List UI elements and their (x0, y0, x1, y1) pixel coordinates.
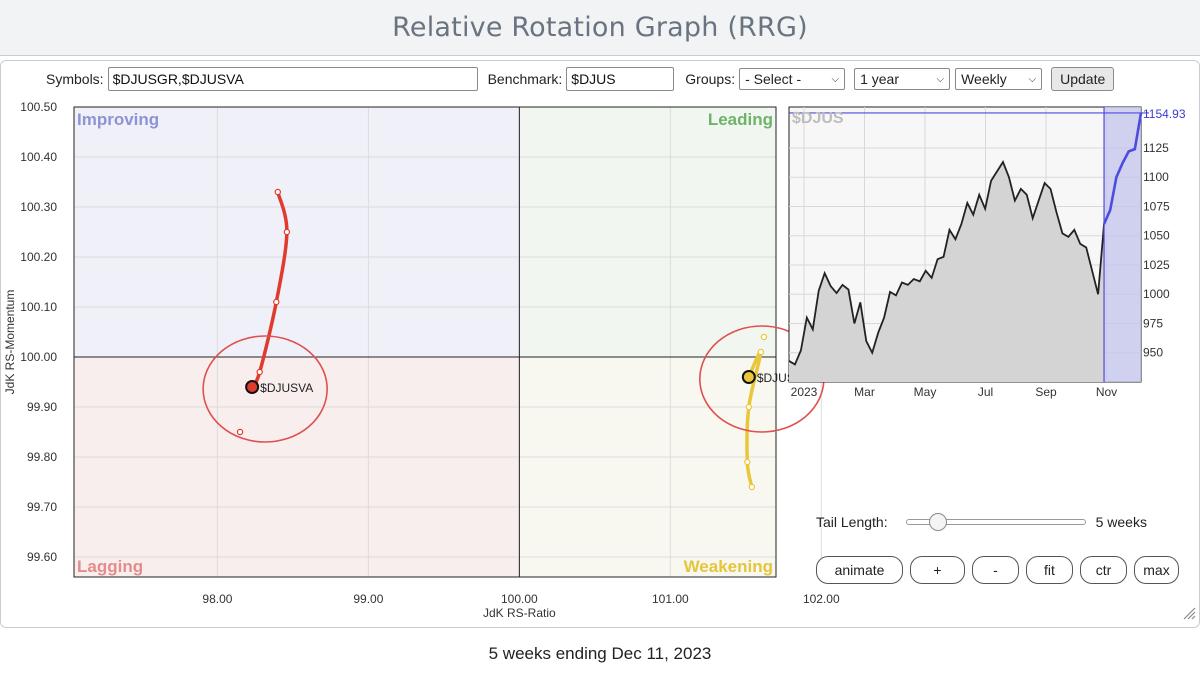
rrg-y-ticks: 100.50 100.40 100.30 100.20 100.10 100.00 99.9… (20, 100, 57, 564)
y-tick-label: 950 (1143, 346, 1163, 360)
tail-point (236, 428, 244, 436)
tail-point (273, 298, 280, 306)
x-tick-label: 98.00 (202, 592, 232, 606)
toolbar: Symbols: Benchmark: Groups: - Select - ⌵… (46, 67, 1115, 91)
y-tick-label: 975 (1143, 316, 1163, 330)
benchmark-title: $DJUS (792, 110, 844, 127)
x-tick-label: Nov (1096, 385, 1117, 399)
benchmark-y-ticks: 1125 1100 1075 1050 1025 1000 975 950 (1143, 141, 1170, 360)
y-tick-label: 100.30 (20, 200, 57, 214)
rrg-grid (74, 106, 822, 577)
benchmark-recent-line (1102, 112, 1143, 225)
groups-label: Groups: (685, 71, 736, 87)
animate-button[interactable]: animate (816, 556, 903, 584)
quadrant-lagging (74, 357, 520, 577)
tail-point (744, 458, 751, 466)
frequency-select-value: Weekly (961, 71, 1007, 87)
highlight-ring (202, 335, 328, 443)
quadrant-label-lagging: Lagging (77, 557, 143, 576)
y-tick-label: 99.60 (27, 550, 57, 564)
y-tick-label: 99.70 (27, 500, 57, 514)
resize-grip-icon[interactable] (1180, 604, 1196, 620)
x-tick-label: Mar (854, 385, 875, 399)
benchmark-input[interactable] (566, 67, 675, 91)
tail-length-label: Tail Length: (816, 514, 888, 530)
tail-point (274, 188, 282, 196)
quadrant-label-weakening: Weakening (684, 557, 773, 576)
quadrant-label-leading: Leading (708, 110, 773, 129)
tail-length-control: Tail Length: 5 weeks (816, 510, 1186, 534)
benchmark-last-value: 1154.93 (1143, 107, 1186, 121)
period-select[interactable]: 1 year ⌵ (854, 68, 951, 90)
chevron-down-icon: ⌵ (1028, 73, 1037, 85)
zoom-out-button[interactable]: - (972, 556, 1019, 584)
update-button[interactable]: Update (1051, 67, 1115, 91)
y-tick-label: 100.50 (20, 100, 57, 114)
page-title: Relative Rotation Graph (RRG) (392, 12, 808, 43)
symbols-label: Symbols: (46, 71, 104, 87)
y-tick-label: 100.20 (20, 250, 57, 264)
x-tick-label: Sep (1035, 385, 1057, 399)
y-tick-label: 100.40 (20, 150, 57, 164)
y-tick-label: 1000 (1143, 287, 1170, 301)
y-tick-label: 100.00 (20, 350, 57, 364)
quadrant-improving (74, 107, 520, 357)
max-button[interactable]: max (1134, 556, 1179, 584)
groups-select-value: - Select - (745, 71, 802, 87)
chevron-down-icon: ⌵ (936, 73, 945, 85)
x-tick-label: May (914, 385, 937, 399)
fit-button[interactable]: fit (1026, 556, 1073, 584)
tail-length-value: 5 weeks (1095, 514, 1147, 530)
zoom-in-button[interactable]: + (910, 556, 965, 584)
tail-point (283, 228, 291, 236)
symbols-input[interactable] (107, 67, 478, 91)
chevron-down-icon: ⌵ (831, 73, 840, 85)
tail-point (760, 333, 768, 341)
y-tick-label: 1125 (1143, 141, 1169, 155)
playback-controls: animate + - fit ctr max (816, 556, 1179, 584)
benchmark-area (789, 162, 1105, 382)
x-tick-label: 100.00 (501, 592, 538, 606)
y-axis-label: JdK RS-Momentum (3, 290, 17, 395)
tail-point (748, 483, 756, 491)
quadrant-leading (519, 107, 776, 357)
head-point (245, 380, 260, 394)
groups-select[interactable]: - Select - ⌵ (739, 68, 846, 90)
benchmark-label: Benchmark: (487, 71, 563, 87)
benchmark-recent-area (1104, 107, 1141, 382)
y-tick-label: 1025 (1143, 258, 1170, 272)
frequency-select[interactable]: Weekly ⌵ (955, 68, 1043, 90)
tail-point (256, 368, 263, 376)
tail-point (757, 348, 765, 356)
rrg-plot-frame (73, 106, 777, 578)
tail-length-slider[interactable] (905, 513, 1086, 531)
x-tick-label: Jul (978, 385, 993, 399)
y-tick-label: 1050 (1143, 229, 1170, 243)
tail-point (745, 403, 753, 411)
footer-caption: 5 weeks ending Dec 11, 2023 (488, 644, 712, 663)
series-label: $DJUSVA (260, 381, 313, 395)
x-tick-label: 99.00 (353, 592, 383, 606)
benchmark-x-ticks: 2023 Mar May Jul Sep Nov (791, 385, 1118, 399)
x-tick-label: 2023 (791, 385, 818, 399)
period-select-value: 1 year (860, 71, 900, 87)
y-tick-label: 1100 (1143, 170, 1169, 184)
rrg-x-ticks: 98.00 99.00 100.00 101.00 102.00 (202, 592, 840, 606)
y-tick-label: 1075 (1143, 199, 1170, 213)
y-tick-label: 100.10 (20, 300, 57, 314)
x-tick-label: 102.00 (803, 592, 840, 606)
slider-thumb[interactable] (929, 513, 948, 531)
benchmark-line (788, 160, 1105, 366)
x-axis-label: JdK RS-Ratio (483, 606, 556, 620)
quadrant-weakening (519, 357, 776, 577)
x-tick-label: 101.00 (652, 592, 689, 606)
quadrant-label-improving: Improving (77, 110, 159, 129)
center-button[interactable]: ctr (1080, 556, 1127, 584)
head-point (741, 370, 756, 384)
title-bar: Relative Rotation Graph (RRG) (0, 0, 1200, 56)
y-tick-label: 99.80 (27, 450, 57, 464)
y-tick-label: 99.90 (27, 400, 57, 414)
